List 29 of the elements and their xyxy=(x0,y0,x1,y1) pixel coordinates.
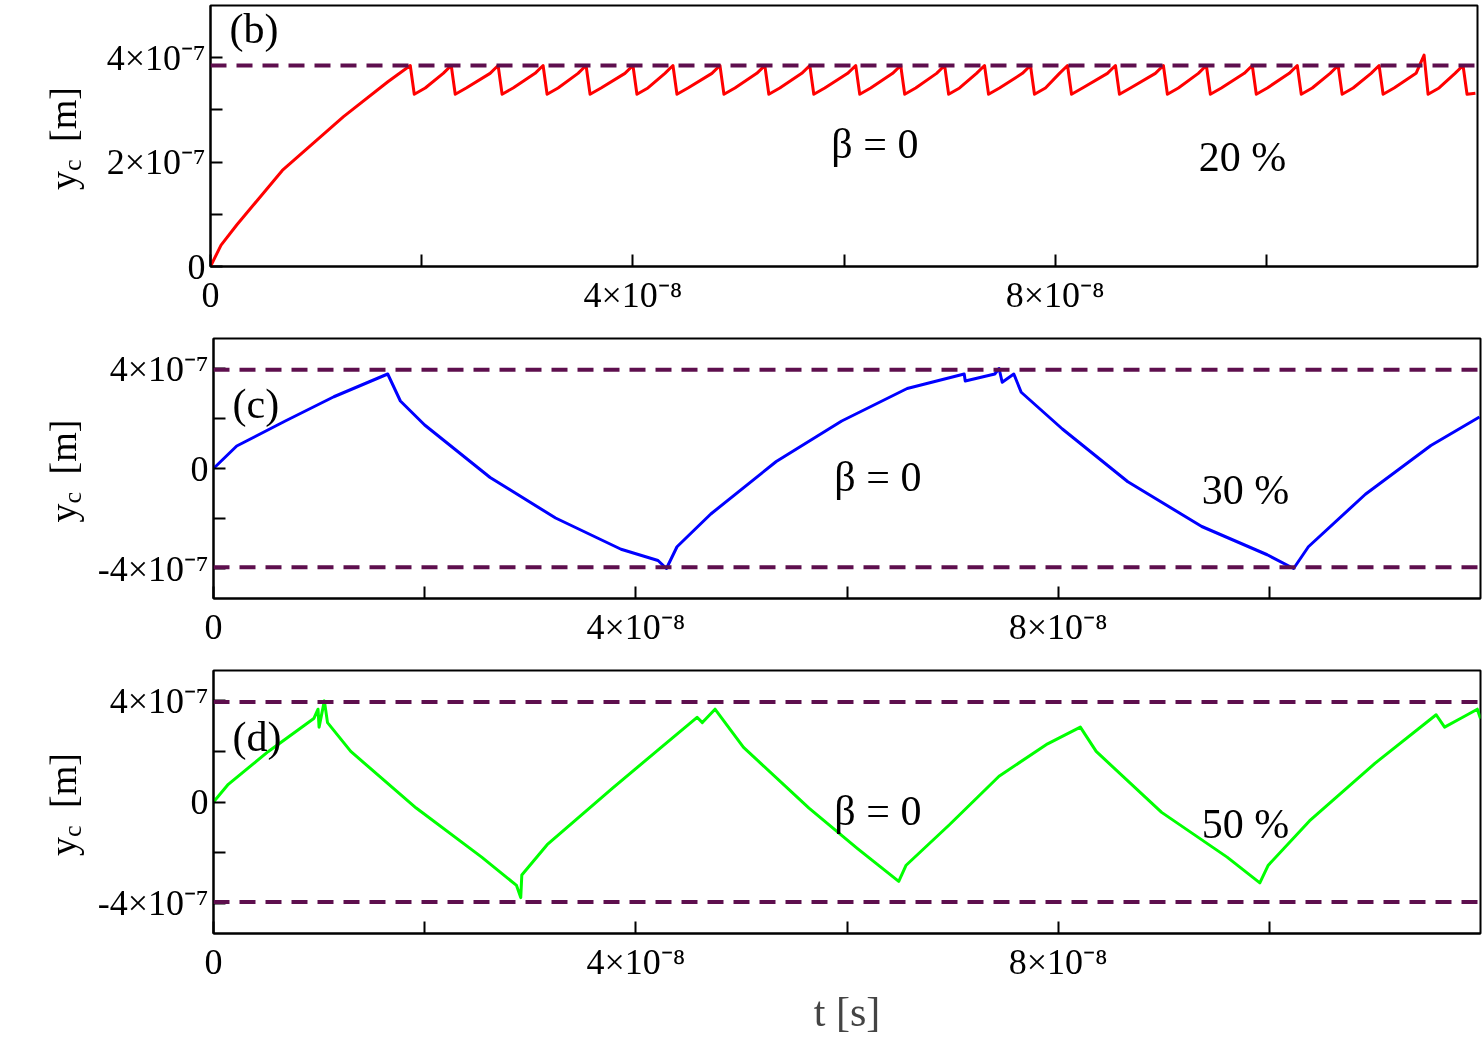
annotation: 50 % xyxy=(1201,800,1290,847)
x-tick-label: 8×10⁻⁸ xyxy=(1005,274,1105,315)
annotation: (c) xyxy=(232,380,280,428)
y-tick-label: 4×10⁻⁷ xyxy=(109,348,209,389)
y-axis-title: yc [m] xyxy=(41,419,87,523)
y-tick-label: 4×10⁻⁷ xyxy=(109,680,209,721)
x-tick-label: 4×10⁻⁸ xyxy=(586,606,686,647)
y-tick-label: 0 xyxy=(190,448,209,489)
y-axis-title: yc [m] xyxy=(41,753,87,856)
x-tick-label: 8×10⁻⁸ xyxy=(1008,606,1108,647)
y-axis-title: yc [m] xyxy=(41,87,87,190)
y-tick-label: 4×10⁻⁷ xyxy=(106,37,206,78)
line-series xyxy=(213,699,1481,900)
annotation: (b) xyxy=(229,6,279,54)
annotation: β = 0 xyxy=(831,121,919,168)
annotation: (d) xyxy=(232,713,282,761)
annotation: 30 % xyxy=(1201,466,1290,513)
y-tick-label: -4×10⁻⁷ xyxy=(97,548,209,589)
y-tick-label: 0 xyxy=(190,782,209,822)
x-tick-label: 4×10⁻⁸ xyxy=(583,274,683,315)
y-tick-label: -4×10⁻⁷ xyxy=(97,883,209,924)
x-tick-label: 8×10⁻⁸ xyxy=(1008,941,1108,982)
annotation: β = 0 xyxy=(834,787,922,834)
y-tick-label: 2×10⁻⁷ xyxy=(106,142,206,183)
annotation: 20 % xyxy=(1198,134,1287,181)
x-tick-label: 4×10⁻⁸ xyxy=(586,941,686,982)
x-axis-title: t [s] xyxy=(813,988,881,1035)
annotation: β = 0 xyxy=(834,453,922,500)
line-series xyxy=(213,367,1481,570)
